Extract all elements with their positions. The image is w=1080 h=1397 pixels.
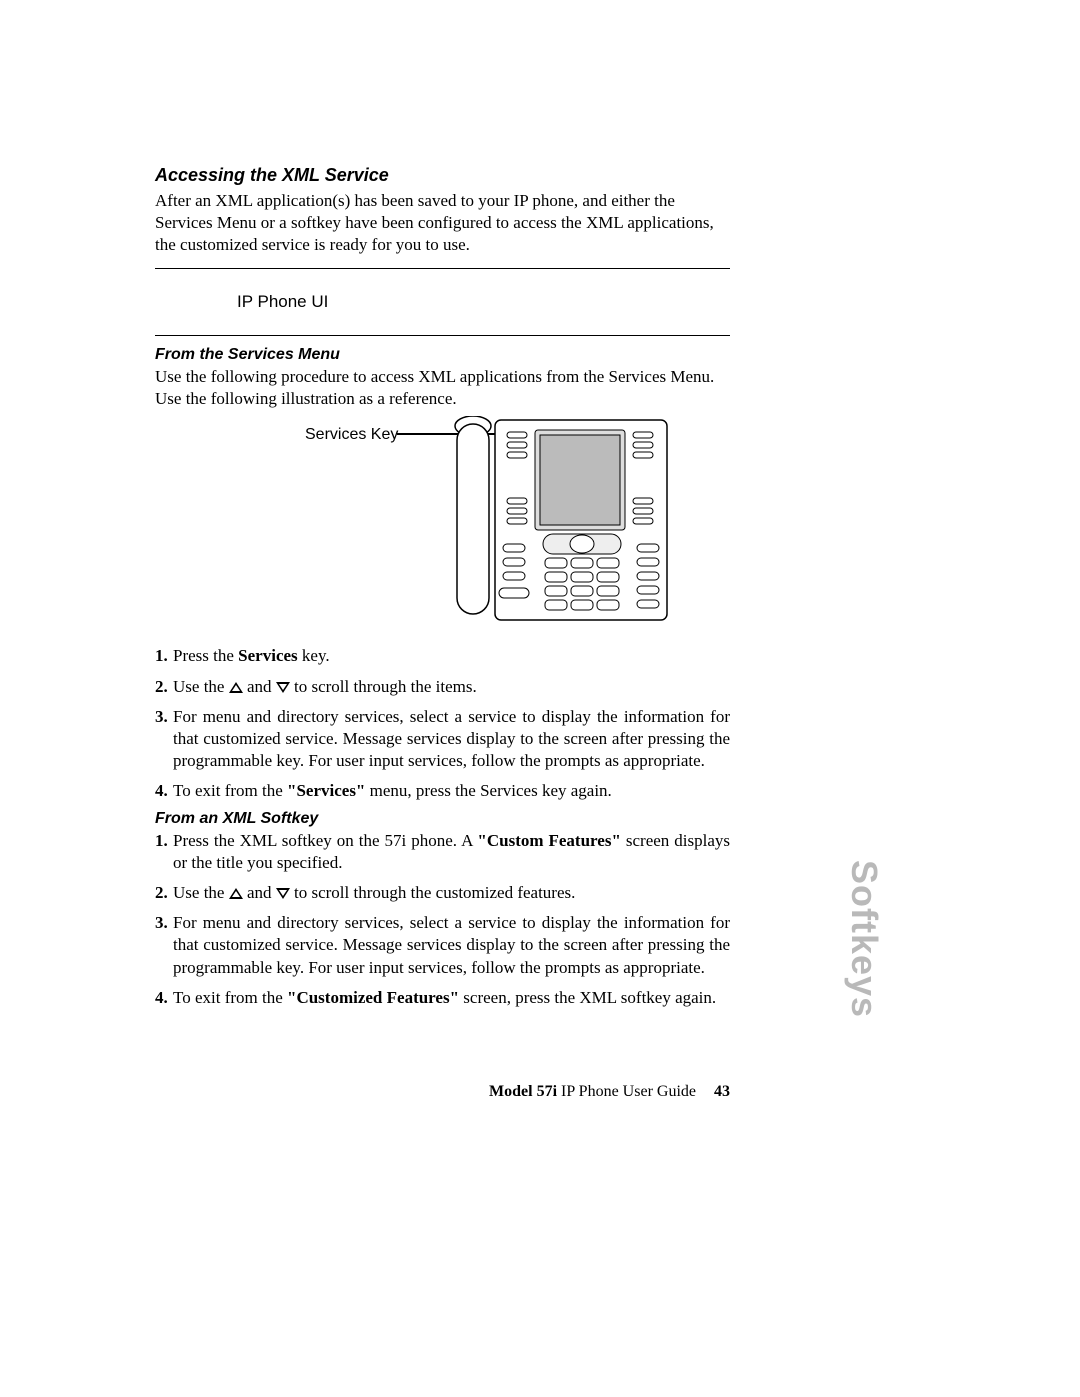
phone-ui-icon	[195, 287, 229, 317]
side-tab-softkeys: Softkeys	[843, 860, 885, 1018]
page-number: 43	[714, 1083, 730, 1100]
step-item: For menu and directory services, select …	[173, 912, 730, 978]
subheading-xml-softkey: From an XML Softkey	[155, 810, 730, 828]
step-item: To exit from the "Services" menu, press …	[173, 780, 730, 802]
services-key-label: Services Key	[305, 426, 398, 444]
up-arrow-icon	[229, 888, 243, 899]
intro-paragraph: After an XML application(s) has been sav…	[155, 190, 730, 256]
footer-title: IP Phone User Guide	[557, 1083, 696, 1100]
services-intro: Use the following procedure to access XM…	[155, 366, 730, 410]
divider	[155, 268, 730, 269]
divider	[155, 335, 730, 336]
up-arrow-icon	[229, 682, 243, 693]
steps-services-menu: Press the Services key. Use the and to s…	[155, 645, 730, 802]
subheading-services-menu: From the Services Menu	[155, 346, 730, 364]
ip-phone-ui-row: IP Phone UI	[195, 287, 730, 317]
step-item: Use the and to scroll through the custom…	[173, 882, 730, 904]
down-arrow-icon	[276, 888, 290, 899]
step-item: To exit from the "Customized Features" s…	[173, 987, 730, 1009]
page-content: Accessing the XML Service After an XML a…	[155, 165, 730, 1017]
ip-phone-ui-label: IP Phone UI	[237, 292, 328, 312]
ip-phone-diagram	[445, 416, 675, 631]
footer-model: Model 57i	[489, 1083, 557, 1100]
step-item: For menu and directory services, select …	[173, 706, 730, 772]
step-item: Use the and to scroll through the items.	[173, 676, 730, 698]
step-item: Press the Services key.	[173, 645, 730, 667]
page-footer: Model 57i IP Phone User Guide 43	[155, 1083, 730, 1101]
down-arrow-icon	[276, 682, 290, 693]
steps-xml-softkey: Press the XML softkey on the 57i phone. …	[155, 830, 730, 1009]
step-item: Press the XML softkey on the 57i phone. …	[173, 830, 730, 874]
phone-illustration: Services Key	[295, 416, 675, 631]
section-title: Accessing the XML Service	[155, 165, 730, 186]
